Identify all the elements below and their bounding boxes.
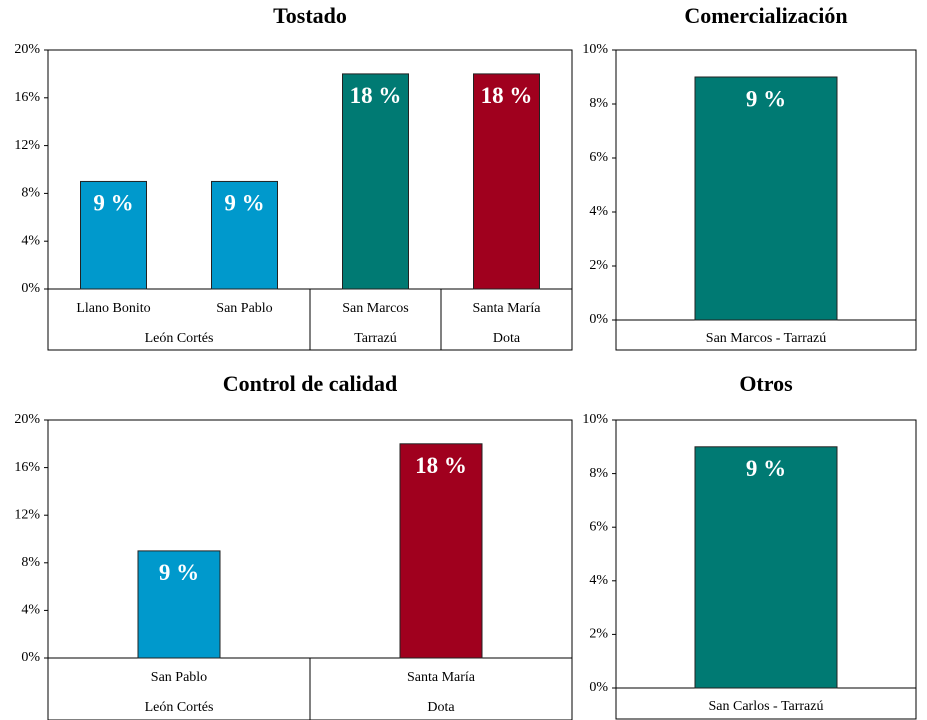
y-tick-label: 2% <box>589 258 608 273</box>
y-tick-label: 12% <box>14 138 40 153</box>
y-tick-label: 2% <box>589 627 608 642</box>
value-label: 9 % <box>93 191 133 216</box>
x-tick-label: Santa María <box>472 301 541 316</box>
x-tick-label: San Pablo <box>216 301 272 316</box>
value-label: 18 % <box>481 83 533 108</box>
y-tick-label: 20% <box>14 42 40 57</box>
y-tick-label: 4% <box>21 603 40 618</box>
y-tick-label: 12% <box>14 507 40 522</box>
y-tick-label: 0% <box>589 312 608 327</box>
group-label: Tarrazú <box>354 331 397 346</box>
value-label: 18 % <box>350 83 402 108</box>
y-tick-label: 0% <box>21 650 40 665</box>
y-tick-label: 6% <box>589 519 608 534</box>
y-tick-label: 4% <box>589 573 608 588</box>
value-label: 9 % <box>224 191 264 216</box>
y-tick-label: 16% <box>14 90 40 105</box>
bar <box>342 73 409 290</box>
y-tick-label: 6% <box>589 150 608 165</box>
group-label: León Cortés <box>145 331 214 346</box>
plot-frame <box>615 419 917 720</box>
bar <box>211 180 278 290</box>
x-tick-label: Santa María <box>407 670 476 685</box>
value-label: 18 % <box>415 453 467 478</box>
y-tick-label: 16% <box>14 460 40 475</box>
y-tick-label: 4% <box>589 204 608 219</box>
bar <box>694 446 838 689</box>
y-tick-label: 8% <box>21 555 40 570</box>
y-tick-label: 8% <box>21 186 40 201</box>
y-tick-label: 0% <box>21 281 40 296</box>
bar <box>137 550 221 659</box>
x-tick-label: San Carlos - Tarrazú <box>708 699 823 714</box>
x-tick-label: San Marcos - Tarrazú <box>706 331 826 346</box>
chart-title: Comercialización <box>684 3 847 28</box>
chart-title: Otros <box>739 371 793 396</box>
x-tick-label: Llano Bonito <box>76 301 150 316</box>
x-tick-label: San Pablo <box>151 670 207 685</box>
group-label: León Cortés <box>145 700 214 715</box>
x-tick-label: San Marcos <box>342 301 409 316</box>
bar <box>80 180 147 290</box>
chart-title: Tostado <box>273 3 347 28</box>
y-tick-label: 0% <box>589 680 608 695</box>
value-label: 9 % <box>746 456 786 481</box>
value-label: 9 % <box>746 86 786 111</box>
y-tick-label: 4% <box>21 233 40 248</box>
chart-title: Control de calidad <box>223 371 397 396</box>
plot-frame <box>615 49 917 351</box>
bar <box>473 73 540 290</box>
y-tick-label: 10% <box>582 412 608 427</box>
group-label: Dota <box>493 331 521 346</box>
y-tick-label: 8% <box>589 96 608 111</box>
plot-frame <box>47 419 573 720</box>
bar <box>399 443 483 659</box>
group-label: Dota <box>427 700 455 715</box>
bar <box>694 76 838 321</box>
value-label: 9 % <box>159 560 199 585</box>
y-tick-label: 10% <box>582 42 608 57</box>
y-tick-label: 8% <box>589 466 608 481</box>
y-tick-label: 20% <box>14 412 40 427</box>
